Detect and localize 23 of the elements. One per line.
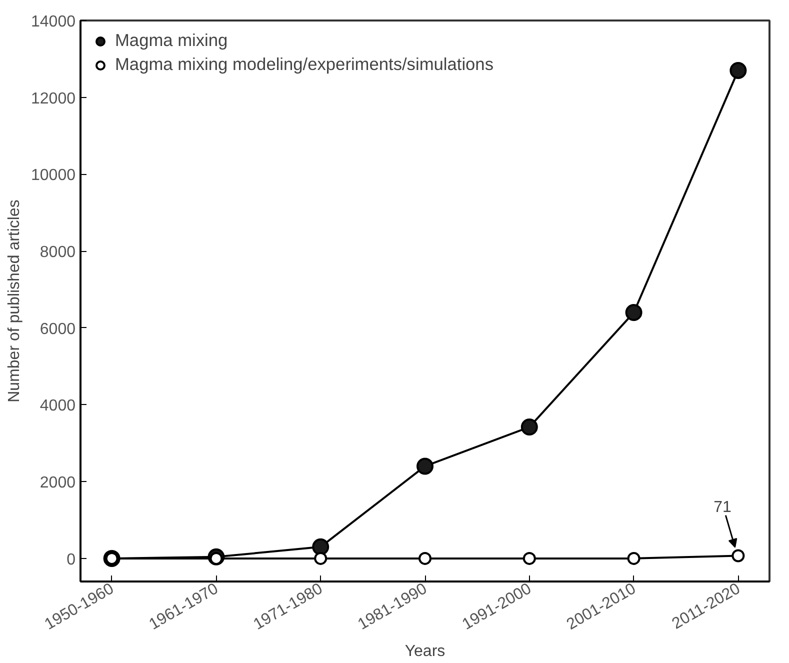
point (732, 549, 745, 562)
legend-label: Magma mixing modeling/experiments/simulations (115, 54, 494, 75)
point (416, 458, 434, 475)
point (522, 552, 536, 565)
y-tick-label: 8000 (40, 244, 76, 262)
point (314, 552, 328, 565)
legend-label: Magma mixing (115, 30, 228, 51)
annotation: 71 (714, 498, 732, 516)
point (520, 418, 538, 436)
y-tick-label: 4000 (40, 398, 76, 415)
x-axis-title: Years (404, 643, 446, 660)
point (730, 62, 747, 79)
y-tick-label: 12000 (31, 90, 76, 108)
y-tick-label: 2000 (40, 474, 76, 492)
y-tick-label: 10000 (31, 167, 76, 184)
point (625, 304, 642, 322)
point (418, 552, 432, 565)
point (312, 538, 330, 556)
point (627, 552, 640, 565)
y-tick-label: 6000 (40, 320, 76, 338)
y-tick-label: 0 (66, 551, 76, 568)
y-tick-label: 14000 (31, 14, 76, 30)
y-axis-title: Number of published articles (6, 200, 24, 402)
